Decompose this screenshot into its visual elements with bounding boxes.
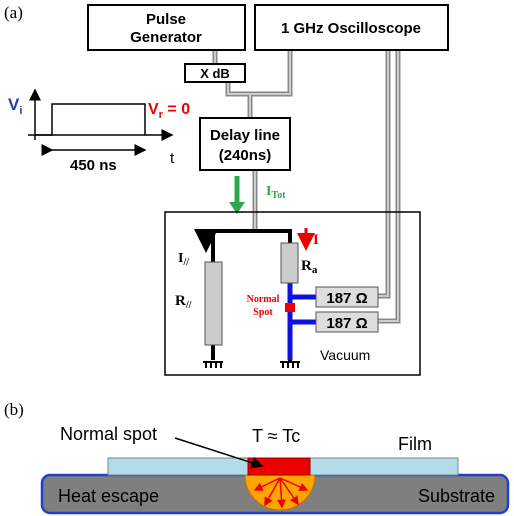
- subscript: //: [185, 300, 192, 311]
- normal-spot-label: Normal: [247, 294, 280, 305]
- resistor-label: 187 Ω: [326, 290, 367, 307]
- vi-label: Vi: [8, 95, 22, 117]
- cables: [215, 50, 398, 321]
- r-a-label: Ra: [301, 258, 318, 276]
- attenuator-label: X dB: [200, 66, 230, 81]
- itot-label: ITot: [266, 184, 286, 201]
- symbol: R: [301, 258, 312, 274]
- subscript: Tot: [271, 190, 286, 201]
- symbol: V: [8, 95, 20, 114]
- panel-label: (a): [4, 3, 23, 22]
- resistor-label: 187 Ω: [326, 315, 367, 332]
- resistor-a: [281, 243, 298, 283]
- vacuum-label: Vacuum: [320, 347, 370, 363]
- delay-line-label: Delay line: [210, 127, 280, 144]
- substrate-text: Substrate: [418, 486, 495, 506]
- subscript: //: [182, 257, 189, 268]
- blue-wires: [290, 283, 316, 360]
- grounds: [203, 362, 300, 368]
- resistor-parallel: [205, 262, 222, 345]
- subscript: a: [312, 264, 318, 276]
- subscript: i: [19, 105, 22, 117]
- normal-spot-mark: [285, 303, 295, 312]
- symbol: V: [148, 101, 159, 118]
- rest: = 0: [163, 101, 190, 118]
- pulse-sketch: [28, 90, 172, 150]
- figure: (a) Pulse Generator 1 GHz Oscilloscope X…: [0, 0, 514, 516]
- normal-spot-text: Normal spot: [60, 424, 157, 444]
- pulse-generator-label: Pulse: [146, 11, 186, 28]
- normal-spot-label: Spot: [253, 307, 273, 318]
- temperature-text: T ≈ Tc: [252, 426, 300, 446]
- film-text: Film: [398, 434, 432, 454]
- pulse-width: 450 ns: [70, 157, 117, 174]
- i-label: I: [313, 232, 319, 248]
- r-par-label: R//: [175, 293, 192, 311]
- delay-line-label: (240ns): [219, 147, 272, 164]
- heat-escape-text: Heat escape: [58, 486, 159, 506]
- i-par-label: I//: [178, 251, 189, 268]
- vr-label: Vr = 0: [148, 101, 190, 121]
- normal-spot-region: [248, 458, 310, 475]
- symbol: R: [175, 293, 186, 309]
- pulse-generator-label: Generator: [130, 29, 202, 46]
- time-axis-label: t: [170, 150, 175, 167]
- oscilloscope-label: 1 GHz Oscilloscope: [281, 20, 421, 37]
- panel-label: (b): [4, 400, 24, 419]
